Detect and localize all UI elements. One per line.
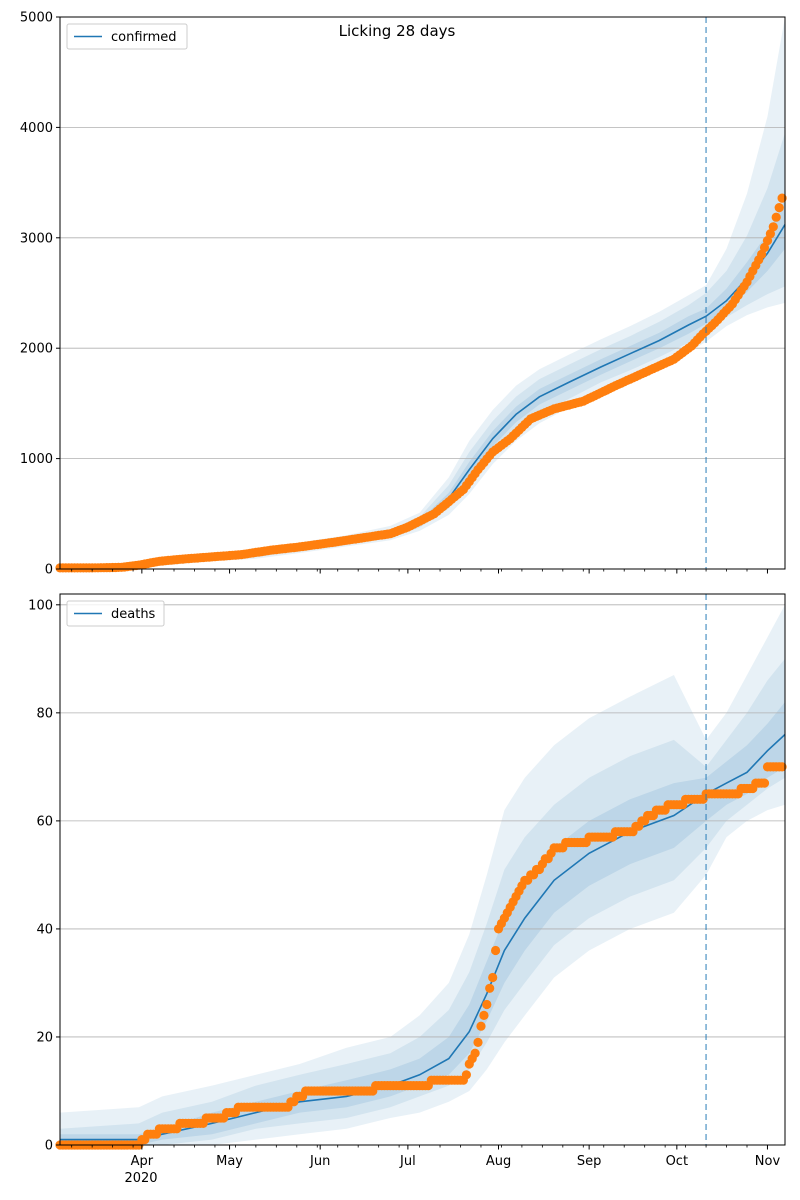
deaths-band-95: [60, 604, 785, 1145]
deaths-observed-point: [491, 945, 501, 956]
deaths-observed-point: [488, 972, 498, 983]
deaths-band-80: [60, 658, 785, 1145]
deaths-y-tick-label: 20: [36, 1030, 53, 1045]
deaths-observed-point: [473, 1037, 483, 1047]
deaths-x-tick-label: Jul: [399, 1154, 416, 1169]
deaths-x-tick-label: Sep: [577, 1154, 602, 1169]
deaths-x-tick-label: May: [216, 1154, 243, 1169]
deaths-panel: 0 20 40 60 80 100 Apr May Jun Jul Aug Sep Oct Nov de…: [28, 593, 787, 1169]
deaths-y-tick-label: 40: [36, 922, 53, 937]
confirmed-y-axis: 0 1000 2000 3000 4000 5000: [20, 11, 60, 578]
confirmed-y-tick-label: 4000: [20, 121, 53, 136]
chart-title: Licking 28 days: [339, 22, 456, 40]
deaths-observed-point: [476, 1021, 486, 1031]
deaths-x-tick-label: Oct: [666, 1154, 688, 1169]
deaths-x-tick-label: Nov: [755, 1154, 781, 1169]
deaths-observed-point: [482, 999, 492, 1010]
confirmed-y-tick-label: 0: [45, 563, 53, 578]
deaths-observed-point: [461, 1070, 471, 1080]
deaths-legend-box: [66, 600, 165, 627]
confirmed-y-tick-label: 3000: [20, 231, 53, 246]
confirmed-observed-points: [55, 193, 787, 573]
deaths-y-tick-label: 0: [45, 1139, 53, 1154]
deaths-x-tick-label: Aug: [486, 1154, 511, 1169]
deaths-observed-point: [470, 1048, 480, 1058]
confirmed-legend-box: [66, 23, 188, 50]
confirmed-observed-point: [768, 222, 778, 232]
confirmed-observed-point: [757, 249, 767, 259]
deaths-observed-point: [759, 778, 770, 788]
confirmed-observed-point: [771, 212, 781, 222]
deaths-gridlines: [60, 604, 785, 1038]
confirmed-observed-point: [759, 242, 770, 253]
confirmed-y-tick-label: 2000: [20, 342, 53, 357]
confirmed-legend-label: confirmed: [111, 30, 177, 45]
confirmed-y-tick-label: 5000: [20, 11, 53, 26]
confirmed-band-80: [60, 132, 785, 569]
deaths-observed-point: [485, 983, 495, 993]
deaths-x-tick-label: Jun: [309, 1154, 330, 1169]
deaths-uncertainty-bands: [60, 604, 785, 1145]
confirmed-uncertainty-bands: [60, 17, 785, 569]
deaths-y-tick-label: 60: [36, 814, 53, 829]
deaths-observed-point: [479, 1010, 489, 1021]
confirmed-y-tick-label: 1000: [20, 452, 53, 467]
confirmed-plot-frame: [59, 16, 786, 570]
confirmed-panel: 0 1000 2000 3000 4000 5000 confirmed: [20, 11, 787, 578]
deaths-plot-frame: [59, 593, 786, 1146]
confirmed-observed-point: [774, 203, 784, 213]
deaths-observed-points: [55, 762, 787, 1150]
deaths-x-axis: Apr May Jun Jul Aug Sep Oct Nov: [71, 1145, 781, 1169]
x-axis-year-label: 2020: [124, 1171, 157, 1186]
confirmed-observed-point: [777, 193, 787, 203]
deaths-legend-label: deaths: [111, 607, 156, 622]
deaths-y-tick-label: 80: [36, 706, 53, 721]
confirmed-observed-point: [762, 236, 773, 246]
deaths-x-tick-label: Apr: [131, 1154, 154, 1169]
deaths-y-tick-label: 100: [28, 598, 53, 613]
confirmed-legend: confirmed: [66, 23, 188, 50]
deaths-observed-point: [777, 762, 787, 772]
deaths-y-axis: 0 20 40 60 80 100: [28, 598, 60, 1154]
deaths-legend: deaths: [66, 600, 165, 627]
confirmed-observed-point: [765, 229, 776, 239]
